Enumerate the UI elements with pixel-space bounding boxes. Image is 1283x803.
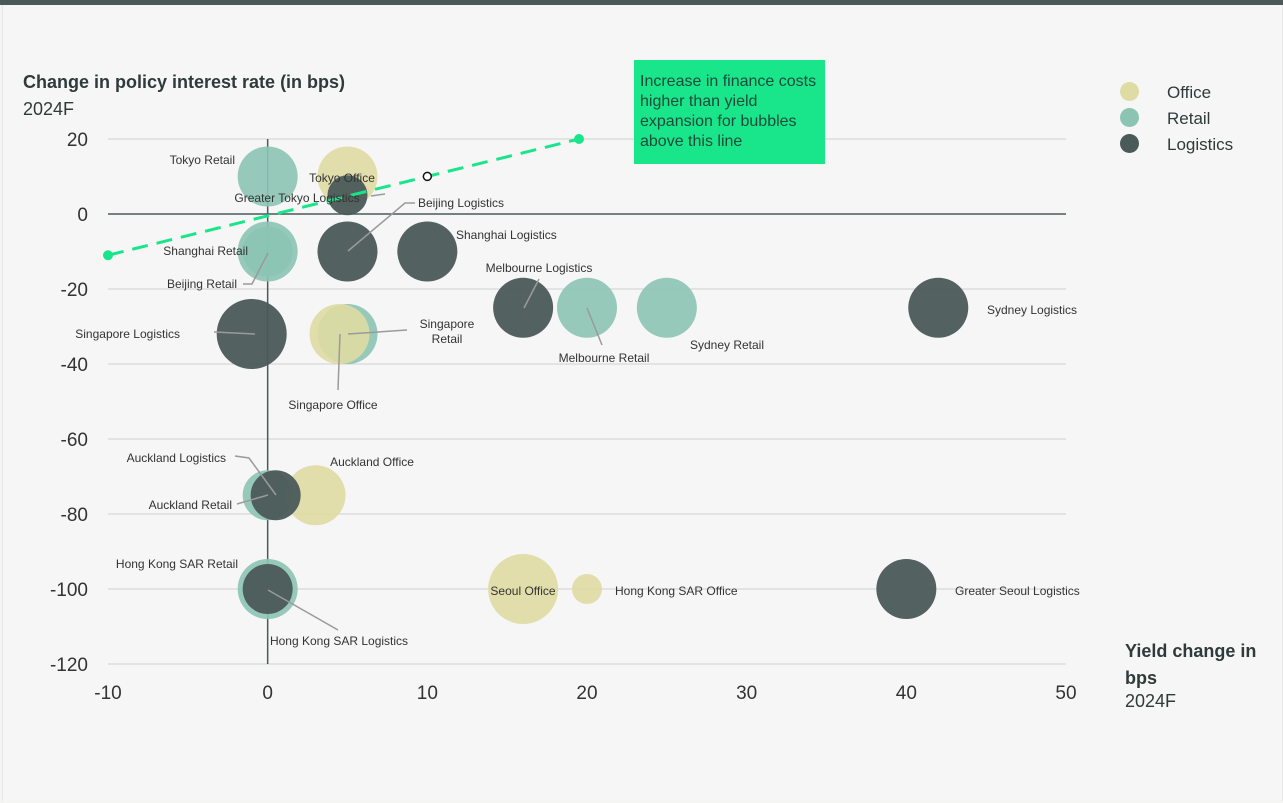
legend-label-logistics: Logistics [1167, 135, 1234, 154]
x-tick-label: 10 [417, 683, 438, 704]
leader-singapore-retail [347, 329, 408, 335]
x-tick-label: 20 [576, 683, 597, 704]
x-tick-label: 50 [1055, 683, 1076, 704]
label-melbourne-retail: Melbourne Retail [559, 351, 650, 365]
top-rule [0, 0, 1283, 5]
reference-line-marker [422, 171, 433, 182]
label-seoul-office: Seoul Office [490, 584, 555, 598]
bubble-melbourne-retail [557, 277, 617, 338]
leader-auckland-logistics [234, 455, 277, 496]
bubble-seoul-office [488, 554, 559, 624]
finance-cost-annotation: Increase in finance costs higher than yi… [634, 60, 825, 164]
label-sydney-logistics: Sydney Logistics [987, 303, 1077, 317]
y-tick-label: -100 [50, 580, 88, 601]
legend-item-retail: Retail [1120, 106, 1270, 132]
x-tick-label: -10 [94, 683, 121, 704]
y-tick-label: 0 [77, 205, 88, 226]
label-auckland-office: Auckland Office [330, 455, 414, 469]
legend: Office Retail Logistics [1120, 80, 1270, 158]
leader-melbourne-retail [586, 307, 603, 346]
label-singapore-retail: Singapore Retail [420, 317, 475, 346]
legend-swatch-logistics [1120, 134, 1139, 153]
label-tokyo-retail: Tokyo Retail [170, 153, 235, 167]
legend-label-retail: Retail [1167, 109, 1211, 128]
label-hong-kong-sar-office: Hong Kong SAR Office [615, 584, 738, 598]
leader-hong-kong-sar-logistics [267, 589, 339, 631]
bubble-greater-tokyo-logistics [327, 175, 368, 216]
bubble-shanghai-logistics [397, 221, 458, 282]
leader-singapore-office [337, 333, 341, 391]
bubble-sydney-logistics [908, 277, 969, 338]
bubble-sydney-retail [636, 277, 697, 338]
label-sydney-retail: Sydney Retail [690, 338, 764, 352]
bubble-hong-kong-sar-office [572, 574, 602, 604]
label-hong-kong-sar-retail: Hong Kong SAR Retail [116, 557, 238, 571]
label-singapore-office: Singapore Office [288, 398, 377, 412]
label-melbourne-logistics: Melbourne Logistics [486, 261, 593, 275]
x-axis-title: Yield change in bps [1125, 641, 1257, 688]
y-axis-subtitle: 2024F [23, 99, 75, 119]
label-shanghai-retail: Shanghai Retail [163, 244, 248, 258]
reference-line-start-dot [103, 250, 113, 261]
y-tick-label: 20 [67, 130, 88, 151]
leader-greater-tokyo-logistics [370, 193, 386, 197]
label-beijing-logistics: Beijing Logistics [418, 196, 504, 210]
label-auckland-logistics: Auckland Logistics [127, 451, 226, 465]
y-tick-label: -60 [61, 430, 88, 451]
bubble-melbourne-logistics [493, 277, 554, 338]
bubble-greater-seoul-logistics [876, 559, 937, 619]
label-singapore-logistics: Singapore Logistics [75, 327, 180, 341]
label-greater-tokyo-logistics: Greater Tokyo Logistics [234, 191, 359, 205]
reference-line [107, 137, 580, 257]
label-shanghai-logistics: Shanghai Logistics [456, 228, 557, 242]
label-greater-seoul-logistics: Greater Seoul Logistics [955, 584, 1080, 598]
label-tokyo-office: Tokyo Office [309, 171, 375, 185]
x-tick-label: 0 [262, 683, 273, 704]
legend-swatch-retail [1120, 108, 1139, 127]
legend-label-office: Office [1167, 83, 1212, 102]
y-tick-label: -40 [61, 355, 88, 376]
bubble-beijing-retail [242, 226, 293, 277]
bubble-auckland-office [285, 465, 346, 526]
leader-auckland-retail [236, 494, 269, 505]
legend-swatch-office [1120, 82, 1139, 101]
leader-beijing-logistics [347, 202, 415, 252]
bubble-tokyo-retail [237, 146, 298, 207]
leader-melbourne-logistics [523, 278, 540, 309]
label-hong-kong-sar-logistics: Hong Kong SAR Logistics [270, 634, 408, 648]
y-axis-title: Change in policy interest rate (in bps) [23, 72, 346, 92]
reference-line-end-dot [574, 134, 585, 144]
leader-singapore-logistics [213, 331, 256, 335]
label-auckland-retail: Auckland Retail [149, 498, 232, 512]
y-tick-label: -20 [61, 280, 88, 301]
x-tick-label: 40 [896, 683, 917, 704]
x-axis-subtitle: 2024F [1125, 691, 1177, 711]
leader-beijing-retail [243, 252, 269, 285]
legend-item-office: Office [1120, 80, 1270, 106]
y-tick-label: -120 [50, 655, 88, 676]
legend-item-logistics: Logistics [1120, 132, 1270, 158]
label-beijing-retail: Beijing Retail [167, 277, 237, 291]
bubble-hong-kong-sar-logistics [242, 564, 293, 614]
bubble-beijing-logistics [317, 221, 378, 282]
y-tick-label: -80 [61, 505, 88, 526]
x-tick-label: 30 [736, 683, 757, 704]
